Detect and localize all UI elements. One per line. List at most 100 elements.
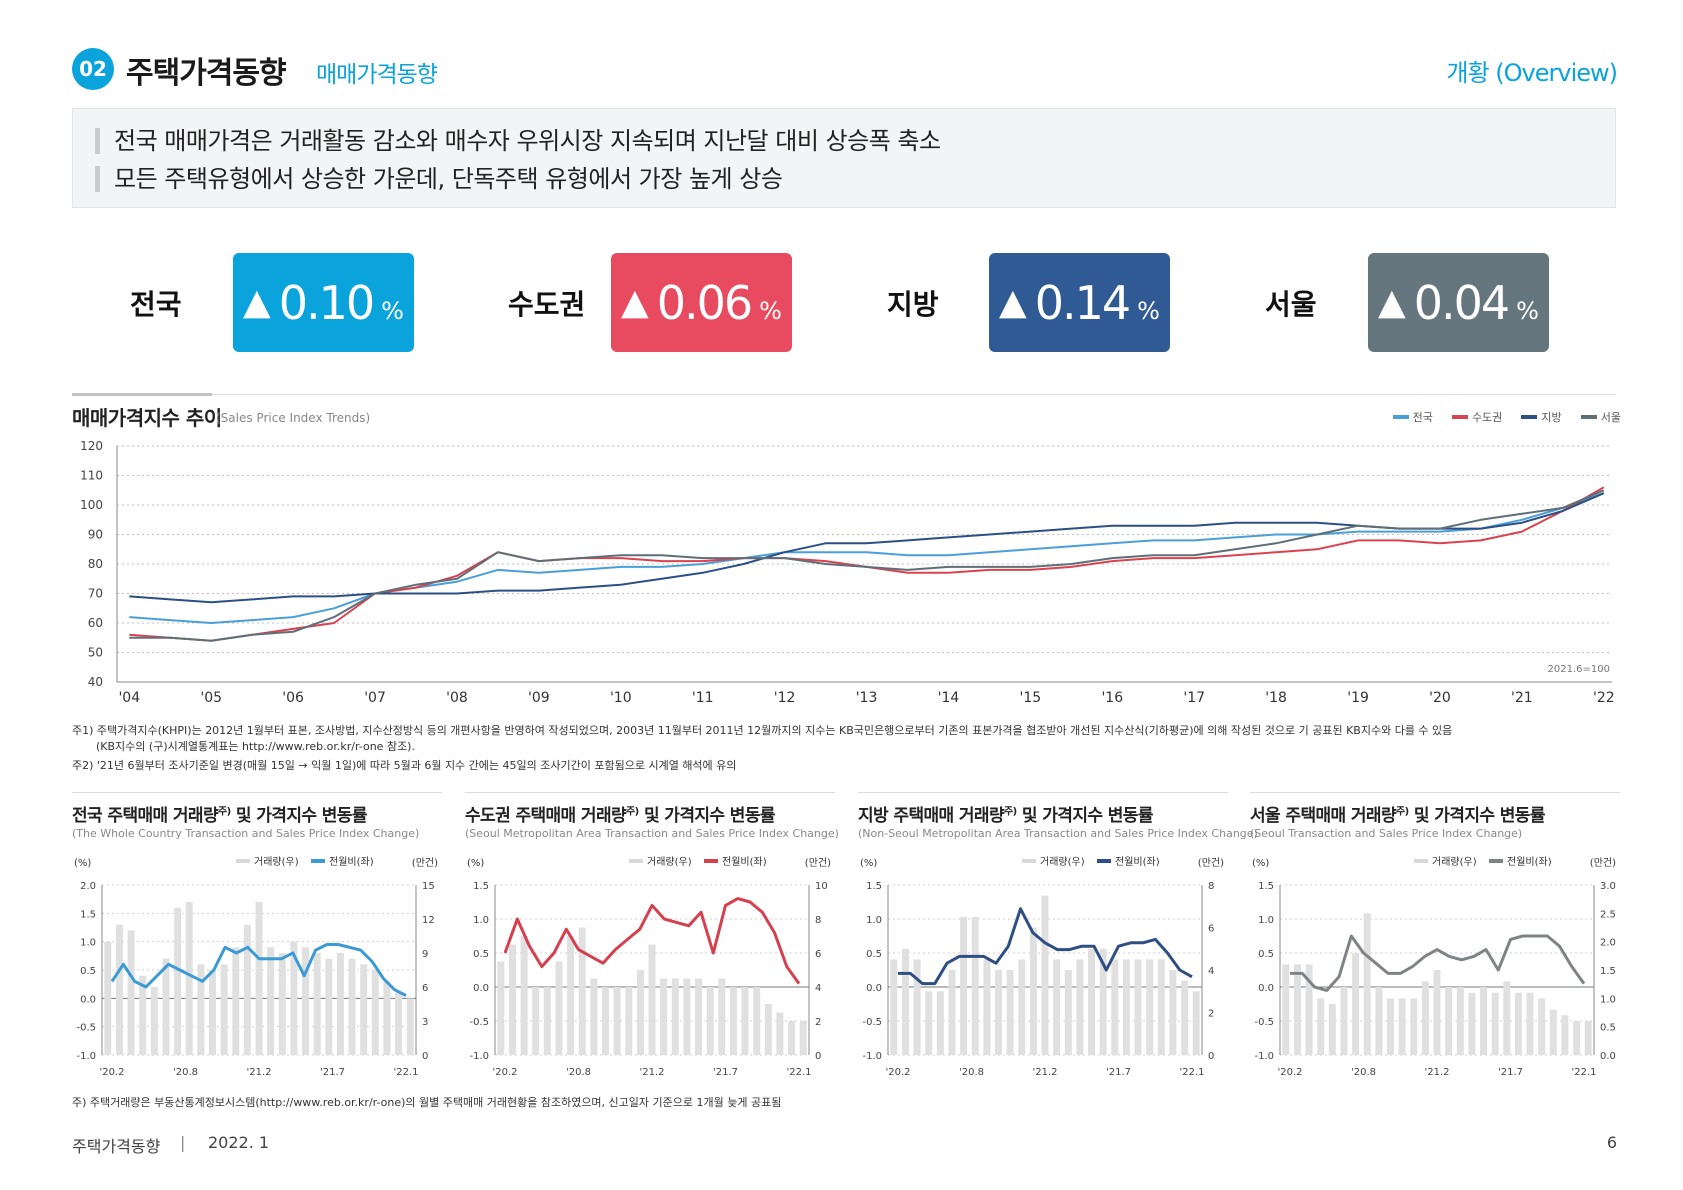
small-chart-subtitle: (The Whole Country Transaction and Sales… xyxy=(72,827,420,840)
right-tick-label: 0.5 xyxy=(1600,1023,1616,1034)
volume-bar xyxy=(1064,970,1072,1055)
left-tick-label: 1.0 xyxy=(80,938,96,949)
volume-bar xyxy=(209,970,216,1055)
section-subtitle: 매매가격동향 xyxy=(316,62,438,88)
volume-bar xyxy=(371,970,379,1055)
right-unit: (만건) xyxy=(412,857,438,869)
volume-bar xyxy=(1352,953,1360,1055)
volume-bar xyxy=(660,978,668,1055)
legend-label: 거래량(우) xyxy=(1040,856,1085,868)
volume-bar xyxy=(1584,1021,1592,1055)
main-chart-subtitle: (Sales Price Index Trends) xyxy=(216,411,371,425)
x-tick-label: '08 xyxy=(446,690,468,706)
volume-bar xyxy=(1433,970,1441,1055)
volume-bar xyxy=(162,958,170,1055)
x-tick-label: '20 xyxy=(1429,690,1451,706)
volume-bar xyxy=(174,907,182,1055)
y-tick-label: 40 xyxy=(88,675,103,689)
kpi-unit: % xyxy=(759,296,782,325)
volume-bar xyxy=(1410,998,1418,1055)
volume-bar xyxy=(104,941,112,1055)
volume-bar xyxy=(1018,959,1026,1055)
left-tick-label: -0.5 xyxy=(862,1017,882,1028)
change-rate-line xyxy=(503,897,801,985)
right-tick-label: 4 xyxy=(815,983,821,994)
volume-bar xyxy=(741,987,749,1055)
volume-bar xyxy=(1503,981,1511,1055)
volume-bar xyxy=(729,987,737,1055)
right-tick-label: 1.5 xyxy=(1600,966,1616,977)
volume-bar xyxy=(648,944,656,1055)
kpi-capital: ▲ 0.06% xyxy=(611,253,792,352)
x-tick-label: '20.8 xyxy=(959,1067,984,1078)
kpi-label-capital: 수도권 xyxy=(508,288,586,321)
divider xyxy=(858,792,1228,793)
kpi-value: 0.10 xyxy=(278,275,375,330)
right-tick-label: 4 xyxy=(1208,966,1214,977)
divider xyxy=(465,792,835,793)
small-bar-line-chart: (%) (만건) 거래량(우) 전월비(좌) -1.0 -0.5 0.0 0.5 1.0 1.5 0… xyxy=(860,856,1224,1078)
series-line-전국 xyxy=(129,492,1605,624)
small-bar-line-chart: (%) (만건) 거래량(우) 전월비(좌) -1.0 -0.5 0.0 0.5 1.0 1.5 0… xyxy=(467,856,831,1078)
legend-swatch xyxy=(1022,859,1036,863)
right-tick-label: 15 xyxy=(422,881,435,892)
volume-bar xyxy=(890,959,898,1055)
volume-bar xyxy=(1053,959,1061,1055)
left-tick-label: -0.5 xyxy=(76,1023,96,1034)
footnote-1b: (KB지수의 (구)시계열통계표는 http://www.reb.or.kr/r… xyxy=(96,740,415,753)
x-tick-label: '22.1 xyxy=(393,1067,418,1078)
x-tick-label: '15 xyxy=(1020,690,1042,706)
volume-bar xyxy=(948,970,956,1055)
summary-line-1: 전국 매매가격은 거래활동 감소와 매수자 우위시장 지속되며 지난달 대비 상… xyxy=(95,128,941,154)
volume-bar xyxy=(1041,895,1049,1055)
x-tick-label: '21 xyxy=(1511,690,1533,706)
volume-bar xyxy=(1076,959,1084,1055)
volume-bar xyxy=(520,936,528,1055)
left-tick-label: 0.5 xyxy=(80,966,96,977)
page-number: 6 xyxy=(1606,1133,1617,1152)
small-chart-title: 전국 주택매매 거래량주) 및 가격지수 변동률 xyxy=(72,801,367,826)
volume-bar xyxy=(1375,987,1383,1055)
volume-bar xyxy=(150,987,158,1055)
volume-bar xyxy=(1538,998,1546,1055)
left-tick-label: 0.0 xyxy=(80,994,96,1005)
left-tick-label: 2.0 xyxy=(80,881,96,892)
main-chart-legend: 전국 수도권 지방 서울 xyxy=(1379,404,1621,425)
right-tick-label: 12 xyxy=(422,915,435,926)
right-tick-label: 0 xyxy=(815,1051,821,1062)
right-unit: (만건) xyxy=(1590,857,1616,869)
x-tick-label: '22.1 xyxy=(1571,1067,1596,1078)
volume-bar xyxy=(636,970,644,1055)
left-tick-label: 1.5 xyxy=(866,881,882,892)
kpi-unit: % xyxy=(1137,296,1160,325)
left-tick-label: 0.5 xyxy=(473,949,489,960)
small-bar-line-chart: (%) (만건) 거래량(우) 전월비(좌) -1.0 -0.5 0.0 0.5 1.0 1.5 0… xyxy=(1252,856,1616,1078)
footnote-3: 주) 주택거래량은 부동산통계정보시스템(http://www.reb.or.k… xyxy=(72,1096,782,1109)
volume-bar xyxy=(278,953,286,1055)
section-number-badge: 02 xyxy=(72,48,114,90)
left-tick-label: 1.5 xyxy=(80,909,96,920)
legend-label: 전국 xyxy=(1412,411,1433,424)
kpi-unit: % xyxy=(1516,296,1539,325)
small-chart-subtitle: (Seoul Transaction and Sales Price Index… xyxy=(1250,827,1523,840)
footer-separator: | xyxy=(180,1133,186,1152)
x-tick-label: '21.2 xyxy=(639,1067,664,1078)
x-tick-label: '21.2 xyxy=(1032,1067,1057,1078)
volume-bar xyxy=(1111,959,1119,1055)
left-tick-label: 0.5 xyxy=(1258,949,1274,960)
volume-bar xyxy=(1181,980,1189,1055)
x-tick-label: '21.2 xyxy=(1424,1067,1449,1078)
volume-bar xyxy=(1122,959,1130,1055)
kpi-label-seoul: 서울 xyxy=(1265,288,1317,321)
left-tick-label: -0.5 xyxy=(469,1017,489,1028)
small-chart-subtitle: (Non-Seoul Metropolitan Area Transaction… xyxy=(858,827,1258,840)
y-tick-label: 120 xyxy=(80,439,103,453)
volume-bar xyxy=(509,944,516,1055)
left-tick-label: -1.0 xyxy=(76,1051,96,1062)
right-tick-label: 9 xyxy=(422,949,428,960)
x-tick-label: '20.2 xyxy=(492,1067,517,1078)
left-tick-label: -1.0 xyxy=(469,1051,489,1062)
base-note: 2021.6=100 xyxy=(1548,664,1610,675)
volume-bar xyxy=(788,1021,796,1055)
volume-bar xyxy=(395,992,403,1055)
